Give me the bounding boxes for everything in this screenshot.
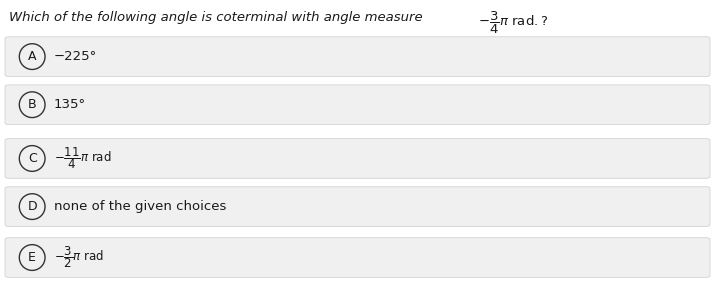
Text: $-\dfrac{3}{2}\pi\ \mathrm{rad}$: $-\dfrac{3}{2}\pi\ \mathrm{rad}$ [54, 244, 104, 270]
Text: $-\dfrac{11}{4}\pi\ \mathrm{rad}$: $-\dfrac{11}{4}\pi\ \mathrm{rad}$ [54, 145, 112, 171]
Text: $-\dfrac{3}{4}\pi\ \mathrm{rad.?}$: $-\dfrac{3}{4}\pi\ \mathrm{rad.?}$ [478, 10, 548, 36]
Text: D: D [27, 200, 37, 213]
FancyBboxPatch shape [5, 187, 710, 226]
Text: Which of the following angle is coterminal with angle measure: Which of the following angle is cotermin… [9, 11, 422, 24]
FancyBboxPatch shape [5, 85, 710, 125]
FancyBboxPatch shape [5, 37, 710, 76]
Text: 135°: 135° [54, 98, 86, 111]
FancyBboxPatch shape [5, 238, 710, 277]
Text: A: A [28, 50, 36, 63]
Text: C: C [28, 152, 36, 165]
Text: B: B [28, 98, 36, 111]
FancyBboxPatch shape [5, 139, 710, 178]
Text: −225°: −225° [54, 50, 97, 63]
Text: none of the given choices: none of the given choices [54, 200, 226, 213]
Text: E: E [28, 251, 36, 264]
